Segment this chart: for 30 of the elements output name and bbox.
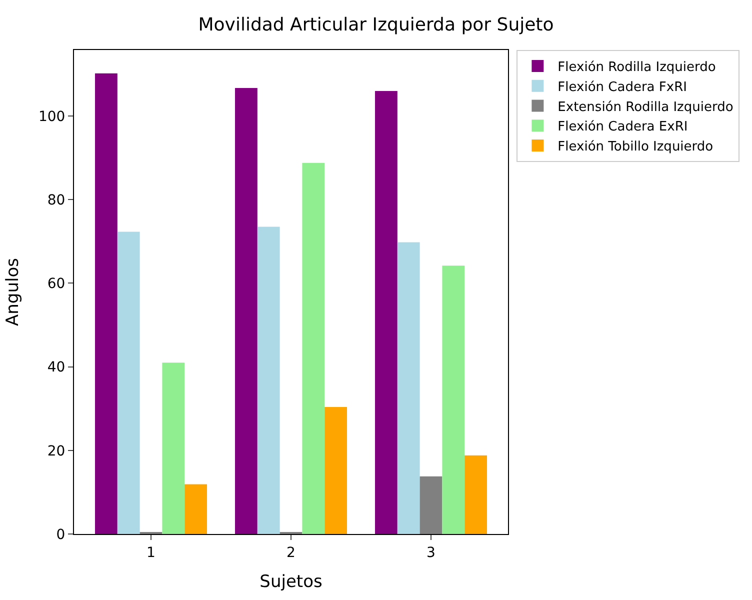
bar xyxy=(324,406,347,534)
bar xyxy=(420,476,442,534)
y-tick-label: 80 xyxy=(47,192,66,209)
bar xyxy=(162,362,185,534)
bar xyxy=(302,162,325,534)
bar xyxy=(442,266,465,534)
y-tick-label: 60 xyxy=(47,276,66,292)
bar xyxy=(117,232,140,534)
legend-label: Flexión Cadera ExRI xyxy=(558,120,688,135)
x-axis-title: Sujetos xyxy=(260,572,322,592)
bar xyxy=(257,226,280,534)
bar xyxy=(95,73,118,534)
bar xyxy=(375,90,398,534)
legend-label: Flexión Cadera FxRI xyxy=(558,80,687,95)
bar xyxy=(235,88,258,534)
legend-label: Flexión Rodilla Izquierdo xyxy=(558,60,716,76)
y-tick-label: 40 xyxy=(47,360,66,376)
bar xyxy=(397,242,420,534)
x-tick-label: 2 xyxy=(286,544,296,561)
legend-label: Extensión Rodilla Izquierdo xyxy=(558,100,734,115)
y-axis-title: Angulos xyxy=(3,258,24,326)
y-tick-label: 20 xyxy=(47,443,66,460)
y-tick-label: 100 xyxy=(38,108,66,125)
x-tick-label: 1 xyxy=(146,544,156,561)
bar xyxy=(184,484,207,534)
chart-title: Movilidad Articular Izquierda por Sujeto xyxy=(198,14,554,36)
y-tick-label: 0 xyxy=(56,526,66,543)
legend-label: Flexión Tobillo Izquierdo xyxy=(558,140,714,155)
x-tick-label: 3 xyxy=(426,544,436,561)
bar xyxy=(464,455,487,534)
